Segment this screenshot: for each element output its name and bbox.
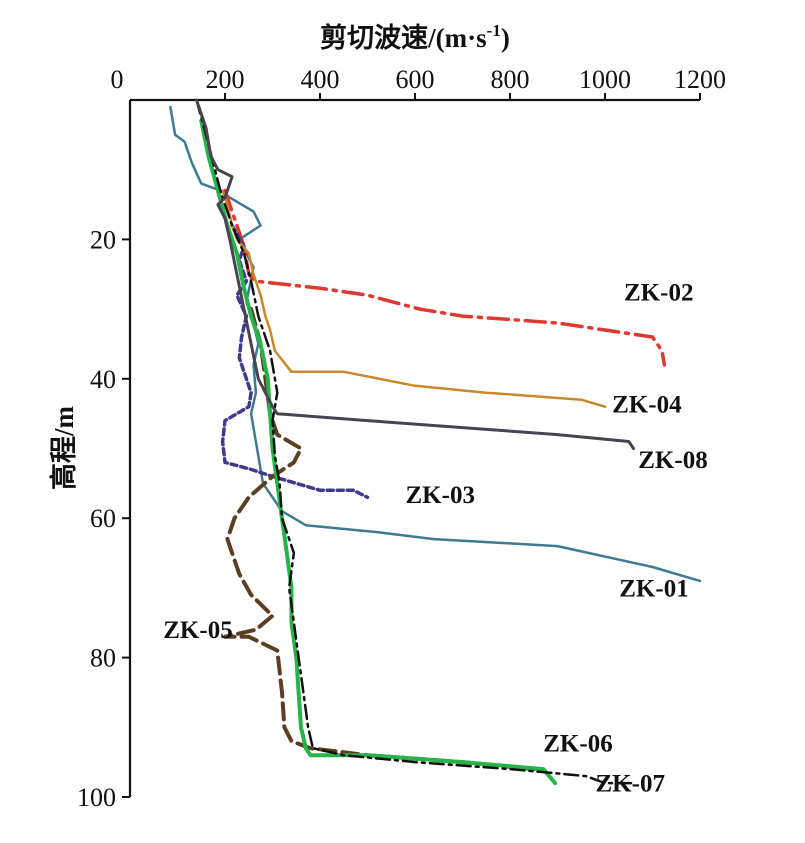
x-axis-title-superscript: -1 [487,21,501,40]
series-line-zk-06 [199,118,558,786]
series-label-zk-07: ZK-07 [596,770,665,797]
y-tick-label: 40 [90,365,116,394]
x-axis-title-text: 剪切波速/(m·s [320,22,487,53]
y-axis-ticks: 20 40 60 80 100 [77,225,130,812]
x-tick-label: 200 [206,65,245,94]
series-label-zk-05: ZK-05 [163,617,232,644]
series-line-zk-02 [223,188,667,367]
x-tick-label: 400 [301,65,340,94]
series-label-zk-01: ZK-01 [619,575,688,602]
series-label-zk-03: ZK-03 [406,482,475,509]
series-line-zk-05 [223,307,536,772]
x-axis-title-end: ) [501,23,510,53]
series-line-zk-07 [195,98,635,785]
x-tick-label: 600 [396,65,435,94]
x-tick-label: 1000 [579,65,631,94]
x-axis-title: 剪切波速/(m·s-1) [320,21,510,53]
x-axis-ticks: 0 200 400 600 800 1000 1200 [111,65,726,100]
y-tick-label: 20 [90,225,116,254]
y-axis-title: 高程/m [48,405,79,490]
y-tick-label: 100 [77,783,116,812]
series-line-zk-04 [221,189,607,408]
x-tick-label: 1200 [674,65,726,94]
x-tick-label: 0 [111,65,124,94]
series-label-zk-08: ZK-08 [638,447,707,474]
series-label-zk-02: ZK-02 [624,280,693,307]
series-line-zk-08 [195,98,635,450]
y-tick-label: 60 [90,504,116,533]
series-lines [169,98,702,786]
series-label-zk-06: ZK-06 [543,731,612,758]
series-labels: ZK-01 ZK-02 ZK-03 ZK-04 ZK-05 ZK-06 ZK-07 ZK-08 [163,280,707,798]
x-tick-label: 800 [491,65,530,94]
svg-text:剪切波速/(m·s-1): 剪切波速/(m·s-1) [320,21,510,53]
y-tick-label: 80 [90,644,116,673]
series-label-zk-04: ZK-04 [612,391,682,418]
